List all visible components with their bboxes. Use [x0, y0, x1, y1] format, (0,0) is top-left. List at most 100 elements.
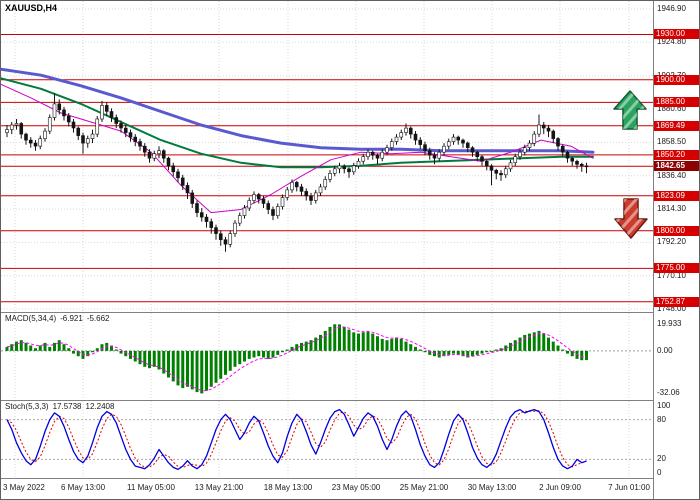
- candle: [404, 123, 408, 136]
- candle: [71, 119, 76, 133]
- time-axis-label: 25 May 21:00: [399, 483, 449, 492]
- macd-histogram-bar: [466, 350, 470, 358]
- macd-histogram-bar: [395, 337, 398, 351]
- candle: [62, 106, 66, 121]
- macd-histogram-bar: [290, 346, 294, 351]
- time-axis-label: 3 May 2022: [3, 483, 45, 492]
- candle: [427, 147, 432, 160]
- candle: [24, 132, 28, 145]
- time-axis-label: 6 May 13:00: [60, 483, 106, 492]
- macd-histogram-bar: [152, 350, 156, 367]
- macd-histogram-bar: [5, 346, 9, 351]
- macd-histogram-bar: [295, 344, 299, 351]
- candle: [9, 122, 14, 135]
- macd-histogram-bar: [252, 350, 256, 358]
- macd-histogram-bar: [72, 350, 75, 354]
- time-axis[interactable]: 3 May 2022 6 May 13:00 11 May 05:00 13 May …: [1, 479, 653, 499]
- macd-histogram-bar: [323, 330, 327, 351]
- price-chart-pane[interactable]: XAUUSD,H4: [1, 1, 653, 313]
- macd-histogram-bar: [352, 332, 356, 351]
- macd-histogram-bar: [143, 350, 147, 367]
- candle: [299, 183, 304, 196]
- candle: [570, 156, 575, 166]
- candle: [508, 159, 513, 172]
- macd-histogram-bar: [224, 350, 227, 375]
- arrow-up-icon[interactable]: [584, 87, 653, 137]
- candle: [185, 182, 190, 199]
- time-axis-label: 18 May 13:00: [263, 483, 313, 492]
- candle: [85, 135, 90, 148]
- macd-histogram-bar: [19, 340, 23, 351]
- macd-histogram-bar: [523, 334, 527, 351]
- price-chart-canvas[interactable]: [1, 1, 653, 312]
- price-level-badge: 1850.20: [654, 149, 699, 160]
- macd-histogram-bar: [195, 350, 199, 393]
- macd-histogram-bar: [276, 350, 280, 355]
- price-level-badge: 1823.09: [654, 190, 699, 201]
- macd-histogram-bar: [119, 350, 123, 354]
- candle: [275, 203, 280, 219]
- macd-histogram-bar: [471, 350, 474, 357]
- macd-histogram-bar: [342, 326, 346, 351]
- candle: [560, 144, 565, 157]
- macd-histogram-bar: [328, 326, 332, 351]
- current-price-badge: 1842.65: [654, 161, 699, 172]
- macd-histogram-bar: [100, 344, 104, 351]
- candle: [551, 129, 556, 144]
- macd-histogram-bar: [186, 350, 189, 387]
- price-axis-label: 1814.30: [657, 204, 686, 214]
- macd-canvas[interactable]: [1, 313, 653, 400]
- macd-histogram-bar: [62, 344, 66, 351]
- candle: [171, 162, 176, 177]
- candle: [503, 165, 508, 178]
- candle: [584, 162, 589, 174]
- macd-histogram-bar: [490, 350, 493, 352]
- candle: [100, 100, 104, 122]
- candle: [204, 214, 209, 228]
- candle: [442, 143, 446, 156]
- macd-histogram-bar: [300, 342, 303, 351]
- candle: [199, 208, 204, 222]
- macd-histogram-bar: [575, 350, 579, 359]
- candle: [195, 200, 199, 218]
- candle: [166, 156, 171, 171]
- macd-histogram-bar: [566, 350, 569, 354]
- candle: [152, 150, 157, 162]
- candle: [309, 192, 313, 205]
- macd-histogram-bar: [376, 336, 379, 351]
- macd-histogram-bar: [285, 349, 289, 351]
- candle: [432, 152, 437, 165]
- candle: [394, 134, 399, 145]
- candle: [128, 129, 133, 142]
- time-axis-label: 13 May 21:00: [194, 483, 244, 492]
- macd-histogram-bar: [43, 342, 47, 351]
- macd-histogram-bar: [371, 333, 375, 351]
- price-level-badge: 1900.00: [654, 74, 699, 85]
- candle: [565, 150, 570, 163]
- candle: [423, 141, 427, 156]
- stochastic-main-value: 17.5738: [52, 402, 82, 411]
- macd-histogram-bar: [561, 349, 565, 351]
- macd-histogram-bar: [205, 350, 208, 391]
- time-axis-label: 23 May 05:00: [331, 483, 381, 492]
- macd-histogram-bar: [214, 350, 218, 383]
- price-level-badge: 1869.49: [654, 120, 699, 131]
- candle: [138, 138, 142, 151]
- price-axis[interactable]: 1946.901924.801902.701880.601858.501836.…: [653, 1, 699, 499]
- macd-histogram-bar: [547, 337, 550, 351]
- macd-histogram-bar: [542, 333, 546, 351]
- candle: [266, 200, 271, 215]
- macd-histogram-bar: [442, 350, 446, 357]
- stochastic-canvas[interactable]: [1, 401, 653, 478]
- arrow-down-icon[interactable]: [585, 195, 653, 245]
- candle: [52, 93, 57, 121]
- stochastic-pane[interactable]: Stoch(5,3,3) 17.5738 12.2408: [1, 401, 653, 479]
- candle: [399, 129, 404, 141]
- candle: [575, 159, 579, 169]
- time-axis-label: 30 May 13:00: [467, 483, 517, 492]
- candle: [218, 230, 223, 246]
- macd-histogram-bar: [209, 350, 213, 387]
- macd-histogram-bar: [361, 332, 365, 351]
- macd-histogram-bar: [338, 324, 341, 351]
- macd-pane[interactable]: MACD(5,34,4) -6.921 -5.662: [1, 313, 653, 401]
